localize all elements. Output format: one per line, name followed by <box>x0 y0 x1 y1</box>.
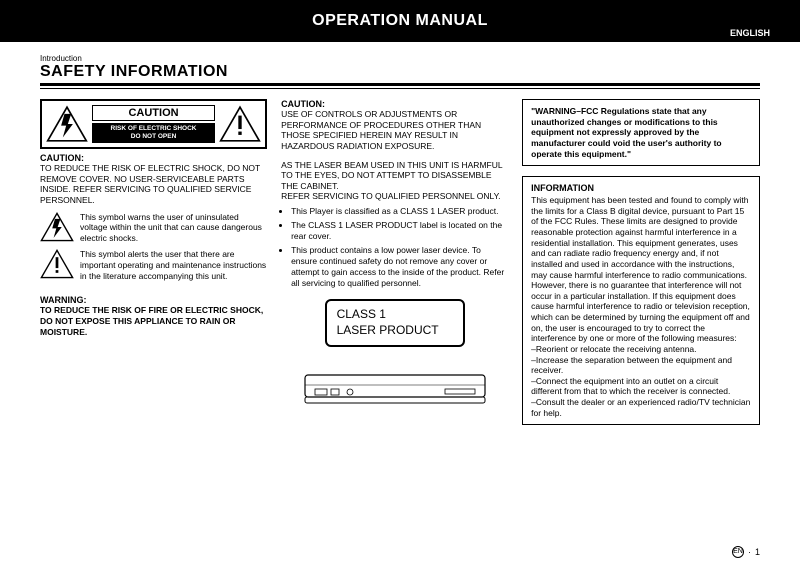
fcc-warning-text: "WARNING–FCC Regulations state that any … <box>531 106 751 159</box>
exclamation-triangle-icon <box>219 105 261 143</box>
warning-label: WARNING: <box>40 295 267 305</box>
information-box: INFORMATION This equipment has been test… <box>522 176 760 425</box>
col2-bullets: This Player is classified as a CLASS 1 L… <box>291 206 508 289</box>
bullet-1: This Player is classified as a CLASS 1 L… <box>291 206 508 217</box>
risk-line-2: DO NOT OPEN <box>94 133 213 141</box>
bolt-symbol-row: This symbol warns the user of uninsulate… <box>40 212 267 244</box>
caution-center: CAUTION RISK OF ELECTRIC SHOCK DO NOT OP… <box>92 105 215 143</box>
caution-label: CAUTION: <box>40 153 267 163</box>
header-title: OPERATION MANUAL <box>0 0 800 30</box>
section-title: SAFETY INFORMATION <box>40 63 760 81</box>
information-text: This equipment has been tested and found… <box>531 195 751 418</box>
warning-text: TO REDUCE THE RISK OF FIRE OR ELECTRIC S… <box>40 305 267 337</box>
laser-label-line-2: LASER PRODUCT <box>337 323 453 339</box>
bolt-triangle-icon <box>40 212 74 242</box>
footer: EN · 1 <box>732 546 760 558</box>
warning-block: WARNING: TO REDUCE THE RISK OF FIRE OR E… <box>40 295 267 337</box>
column-1: CAUTION RISK OF ELECTRIC SHOCK DO NOT OP… <box>40 99 267 435</box>
bullet-2: The CLASS 1 LASER PRODUCT label is locat… <box>291 220 508 242</box>
risk-line-1: RISK OF ELECTRIC SHOCK <box>94 125 213 133</box>
rule-thin <box>40 88 760 89</box>
bolt-triangle-icon <box>46 105 88 143</box>
page-number: 1 <box>755 547 760 557</box>
bullet-3: This product contains a low power laser … <box>291 245 508 289</box>
columns: CAUTION RISK OF ELECTRIC SHOCK DO NOT OP… <box>40 99 760 435</box>
page-body: Introduction SAFETY INFORMATION CAUTION … <box>0 42 800 435</box>
risk-bar: RISK OF ELECTRIC SHOCK DO NOT OPEN <box>92 123 215 143</box>
footer-dot: · <box>748 547 751 557</box>
device-illustration-icon <box>295 355 495 415</box>
information-label: INFORMATION <box>531 183 751 193</box>
fcc-warning-box: "WARNING–FCC Regulations state that any … <box>522 99 760 166</box>
laser-label-box: CLASS 1 LASER PRODUCT <box>325 299 465 346</box>
column-3: "WARNING–FCC Regulations state that any … <box>522 99 760 435</box>
col2-caution-label: CAUTION: <box>281 99 508 109</box>
caution-box: CAUTION RISK OF ELECTRIC SHOCK DO NOT OP… <box>40 99 267 149</box>
exclamation-triangle-icon <box>40 249 74 279</box>
excl-symbol-text: This symbol alerts the user that there a… <box>80 249 267 281</box>
excl-symbol-row: This symbol alerts the user that there a… <box>40 249 267 281</box>
rule-thick <box>40 83 760 86</box>
col2-laser-text: AS THE LASER BEAM USED IN THIS UNIT IS H… <box>281 160 508 203</box>
header-bar: OPERATION MANUAL ENGLISH <box>0 0 800 42</box>
bolt-symbol-text: This symbol warns the user of uninsulate… <box>80 212 267 244</box>
laser-label-line-1: CLASS 1 <box>337 307 453 323</box>
header-language: ENGLISH <box>730 28 770 38</box>
caution-text: TO REDUCE THE RISK OF ELECTRIC SHOCK, DO… <box>40 163 267 206</box>
footer-lang-icon: EN <box>732 546 744 558</box>
intro-label: Introduction <box>40 54 760 63</box>
caution-word: CAUTION <box>92 105 215 121</box>
column-2: CAUTION: USE OF CONTROLS OR ADJUSTMENTS … <box>281 99 508 435</box>
col2-caution-text: USE OF CONTROLS OR ADJUSTMENTS OR PERFOR… <box>281 109 508 152</box>
